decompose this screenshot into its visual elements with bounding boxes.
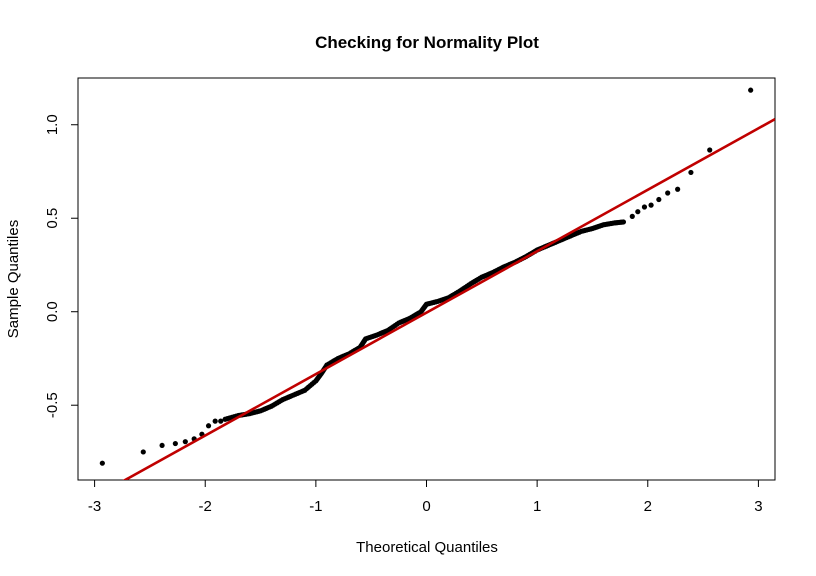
y-tick-label: 1.0 — [44, 114, 61, 135]
x-tick-label: 2 — [644, 498, 652, 515]
data-point — [648, 202, 654, 208]
data-point — [641, 204, 648, 210]
data-point — [99, 460, 105, 466]
data-point — [629, 213, 635, 219]
data-point — [635, 209, 641, 215]
data-points — [99, 87, 754, 466]
qq-reference-line — [122, 117, 775, 480]
data-point — [748, 87, 754, 93]
plot-frame — [77, 77, 776, 481]
data-point — [182, 439, 188, 445]
data-point — [665, 190, 671, 196]
data-point — [218, 418, 224, 424]
x-tick-label: 3 — [754, 498, 762, 515]
data-point — [675, 186, 681, 192]
y-tick-label: 0.5 — [44, 208, 61, 229]
y-tick-label: -0.5 — [44, 392, 61, 418]
x-axis-label: Theoretical Quantiles — [356, 539, 498, 556]
x-tick-label: -2 — [199, 498, 212, 515]
data-point — [159, 442, 165, 449]
x-tick-label: 0 — [422, 498, 430, 515]
data-point — [212, 418, 218, 424]
y-axis: -0.5 0.0 0.5 1.0 — [44, 114, 79, 418]
x-tick-label: -1 — [309, 498, 322, 515]
data-point — [656, 196, 662, 203]
x-tick-label: 1 — [533, 498, 541, 515]
data-point — [205, 423, 212, 429]
data-point — [172, 440, 178, 447]
x-tick-label: -3 — [88, 498, 101, 515]
chart-title: Checking for Normality Plot — [315, 33, 539, 52]
data-point — [688, 169, 694, 176]
y-tick-label: 0.0 — [44, 301, 61, 322]
y-axis-label: Sample Quantiles — [5, 220, 22, 338]
data-point — [140, 449, 146, 455]
x-axis: -3 -2 -1 0 1 2 3 — [88, 479, 763, 515]
reference-line-group — [122, 117, 775, 480]
data-point — [707, 147, 713, 153]
data-point — [620, 219, 627, 225]
